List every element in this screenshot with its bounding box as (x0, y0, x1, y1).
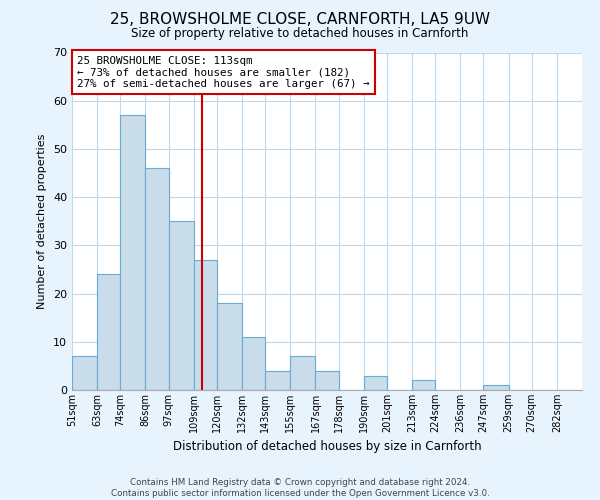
Bar (316, 370, 338, 390)
Bar (97, 274, 120, 390)
Text: Size of property relative to detached houses in Carnforth: Size of property relative to detached ho… (131, 28, 469, 40)
Text: 25 BROWSHOLME CLOSE: 113sqm
← 73% of detached houses are smaller (182)
27% of se: 25 BROWSHOLME CLOSE: 113sqm ← 73% of det… (77, 56, 370, 89)
Bar (72, 356, 97, 390)
Bar (484, 385, 509, 390)
Bar (364, 376, 387, 390)
Bar (242, 337, 265, 390)
Bar (412, 380, 435, 390)
Bar (217, 303, 242, 390)
Text: 25, BROWSHOLME CLOSE, CARNFORTH, LA5 9UW: 25, BROWSHOLME CLOSE, CARNFORTH, LA5 9UW (110, 12, 490, 28)
X-axis label: Distribution of detached houses by size in Carnforth: Distribution of detached houses by size … (173, 440, 481, 454)
Bar (169, 221, 194, 390)
Bar (265, 370, 290, 390)
Text: Contains HM Land Registry data © Crown copyright and database right 2024.
Contai: Contains HM Land Registry data © Crown c… (110, 478, 490, 498)
Bar (290, 356, 316, 390)
Bar (145, 168, 169, 390)
Y-axis label: Number of detached properties: Number of detached properties (37, 134, 47, 309)
Bar (120, 115, 145, 390)
Bar (194, 260, 217, 390)
